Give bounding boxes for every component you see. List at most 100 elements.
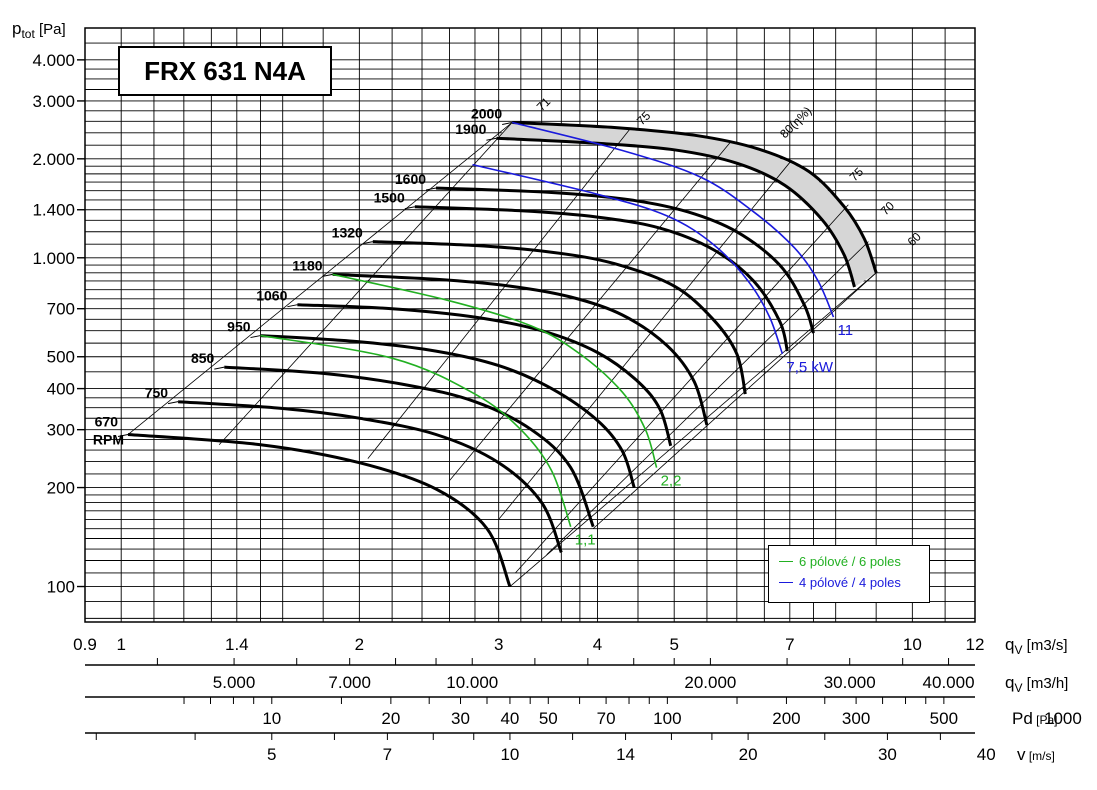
speed-curve-1060 [297,303,673,447]
rpm-unit-label: RPM [93,432,124,448]
efficiency-line [546,241,869,555]
x-tick-label-m3s: 0.9 [73,635,97,654]
x-tick-label-v: 5 [267,745,276,764]
legend-label-6-poles: 6 pólové / 6 poles [799,554,901,569]
efficiency-label-2: 80(η%) [777,104,814,141]
legend-label-4-poles: 4 pólové / 4 poles [799,575,901,590]
x-tick-label-pd: 100 [653,709,681,728]
x-tick-label-m3s: 10 [903,635,922,654]
rpm-leader-850 [214,366,225,370]
rpm-label-950: 950 [227,319,251,335]
power-curve-label-0: 1,1 [575,532,596,549]
x-tick-label-m3s: 1 [116,635,125,654]
rpm-label-1180: 1180 [292,257,323,273]
x-tick-label-m3s: 3 [494,635,503,654]
plot-frame [84,27,976,623]
efficiency-lines [127,122,877,587]
x-tick-label-pd: 50 [539,709,558,728]
rpm-leader-750 [167,401,179,405]
rpm-leader-1500 [404,206,415,210]
y-tick-label: 400 [47,380,75,399]
speed-curve-950 [260,334,636,489]
x-tick-label-m3s: 12 [966,635,985,654]
efficiency-line [515,204,849,574]
x-tick-label-v: 10 [500,745,519,764]
rpm-leader-1320 [362,241,373,245]
x-tick-label-v: 14 [616,745,635,764]
efficiency-label-1: 75 [634,108,654,128]
efficiency-line [498,162,791,520]
chart-title: FRX 631 N4A [118,46,332,96]
x-tick-label-v: 20 [739,745,758,764]
power-curve-label-2: 7,5 kW [786,359,834,376]
rpm-label-1600: 1600 [395,171,426,187]
x-tick-label-m3s: 2 [355,635,364,654]
speed-curve-2000 [512,121,878,274]
x-axis-label-m3s: qV [m3/s] [1005,635,1068,657]
x-tick-label-v: 7 [383,745,392,764]
efficiency-line [592,272,877,529]
x-tick-label-pd: 1000 [1044,709,1082,728]
rpm-label-750: 750 [145,385,169,401]
y-tick-label: 1.400 [32,201,75,220]
x-tick-label-m3h: 7.000 [328,673,371,692]
x-tick-label-pd: 20 [381,709,400,728]
x-tick-label-m3s: 1.4 [225,635,249,654]
y-tick-label: 500 [47,348,75,367]
shaded-region [496,122,877,287]
x-tick-label-pd: 40 [500,709,519,728]
x-tick-label-m3h: 10.000 [446,673,498,692]
speed-curve-1180 [332,272,709,426]
x-tick-label-v: 30 [878,745,897,764]
x-tick-label-m3h: 30.000 [824,673,876,692]
y-tick-label: 200 [47,479,75,498]
x-tick-label-m3s: 7 [785,635,794,654]
power-curve-0 [260,334,572,527]
rpm-label-1320: 1320 [332,225,363,241]
x-axis-label-m3h: qV [m3/h] [1005,673,1068,695]
y-tick-label: 1.000 [32,249,75,268]
rpm-label-670: 670 [95,414,119,430]
x-tick-label-pd: 500 [930,709,958,728]
efficiency-label-4: 70 [878,199,898,219]
efficiency-label-3: 75 [847,165,867,185]
x-axis-label-pd: Pd [Pa] [1012,709,1057,728]
rpm-leader-950 [250,335,261,339]
y-tick-label: 300 [47,421,75,440]
power-curve-label-1: 2,2 [661,473,682,490]
power-curve-2 [472,163,784,355]
speed-curve-1320 [372,240,747,395]
rpm-label-1900: 1900 [455,121,486,137]
efficiency-label-5: 60 [905,229,925,249]
power-curve-3 [512,121,835,318]
x-tick-label-pd: 10 [262,709,281,728]
speed-curve-670 [127,433,512,588]
rpm-leader-1900 [486,137,497,141]
speed-curve-750 [178,400,563,553]
rpm-start-line [127,122,513,435]
x-tick-label-pd: 300 [842,709,870,728]
x-tick-label-m3h: 40.000 [923,673,975,692]
rpm-label-850: 850 [191,350,215,366]
speed-curve-1600 [435,186,815,334]
y-tick-label: 100 [47,578,75,597]
rpm-label-1500: 1500 [374,190,405,206]
x-tick-label-pd: 200 [772,709,800,728]
rpm-leader-1180 [322,273,333,277]
y-axis-label: ptot [Pa] [12,19,66,41]
power-curve-1 [332,273,658,468]
legend: 6 pólové / 6 poles 4 pólové / 4 poles [768,545,930,603]
legend-item-6-poles: 6 pólové / 6 poles [779,554,901,569]
efficiency-line [449,141,732,481]
rpm-leader-1600 [425,187,437,191]
x-tick-label-pd: 30 [451,709,470,728]
x-tick-label-pd: 70 [597,709,616,728]
y-tick-label: 4.000 [32,51,75,70]
x-axis-label-v: v [m/s] [1017,745,1055,764]
legend-swatch-green [779,561,793,562]
power-curve-label-3: 11 [838,322,854,339]
x-tick-label-m3h: 5.000 [213,673,256,692]
rpm-label-2000: 2000 [471,105,502,121]
